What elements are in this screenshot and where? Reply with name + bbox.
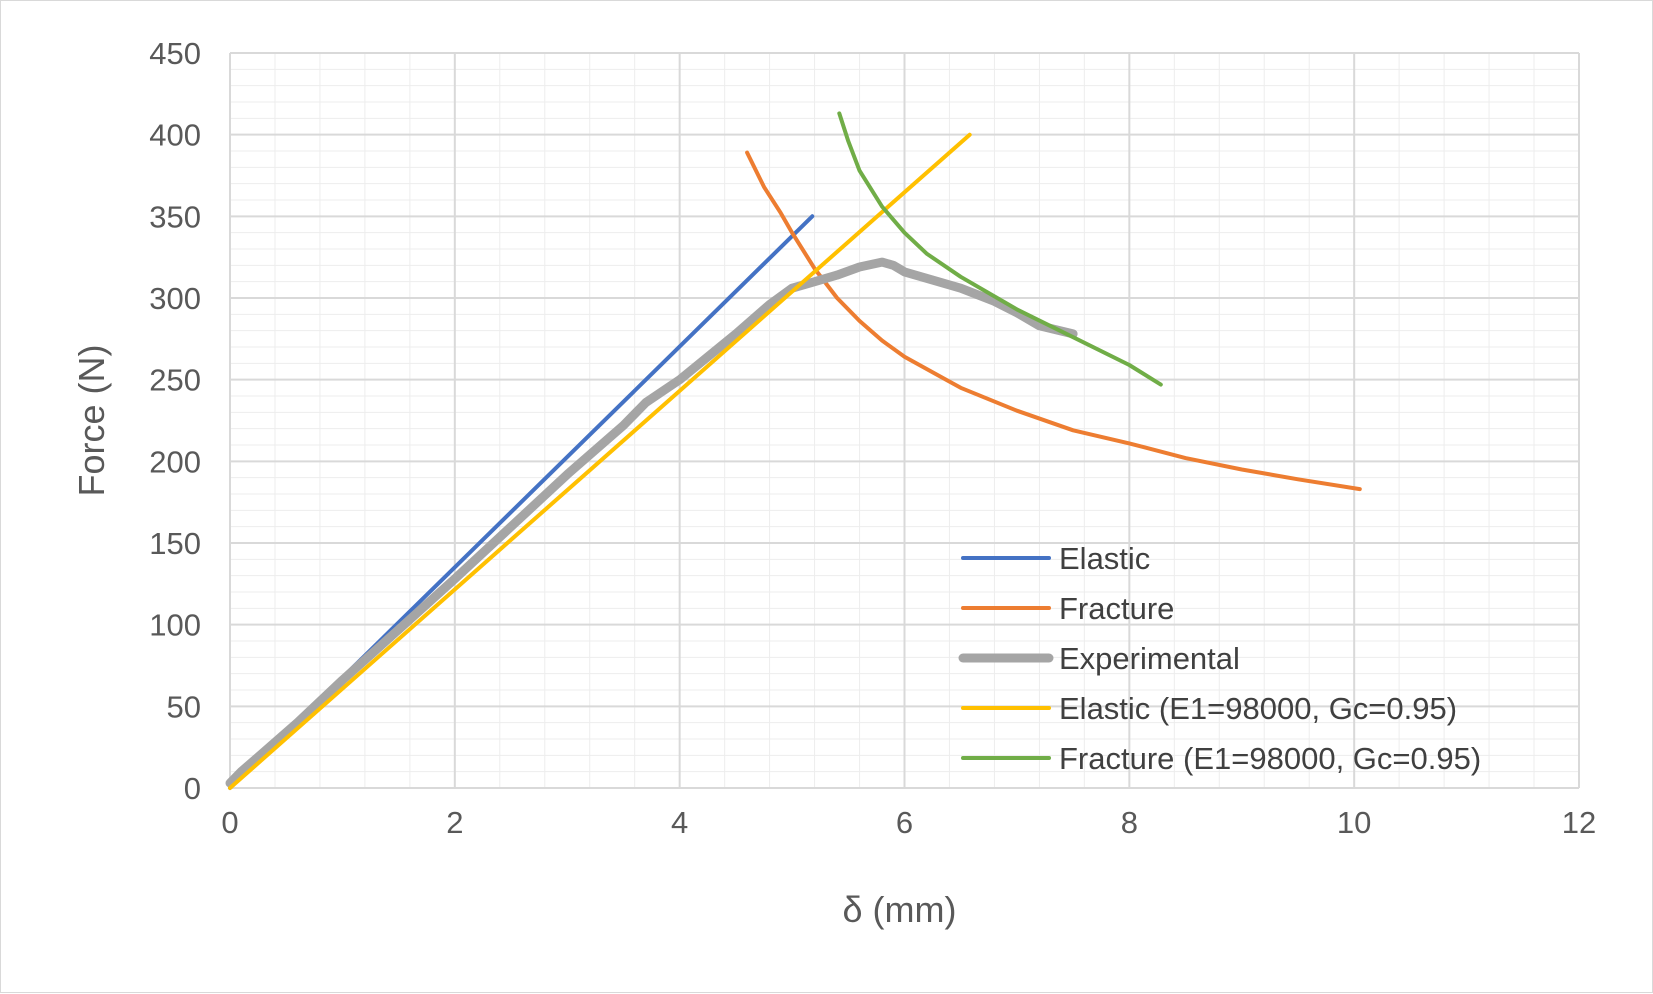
x-tick-label: 4 xyxy=(671,805,688,840)
y-tick-label: 200 xyxy=(149,444,201,479)
series-line-4 xyxy=(228,132,972,790)
y-tick-label: 50 xyxy=(167,689,201,724)
legend-label: Elastic xyxy=(1059,541,1150,576)
legend-label: Elastic (E1=98000, Gc=0.95) xyxy=(1059,691,1457,726)
x-tick-label: 2 xyxy=(446,805,463,840)
legend-label: Fracture xyxy=(1059,591,1174,626)
series-line-2 xyxy=(745,150,1362,492)
x-tick-label: 10 xyxy=(1337,805,1371,840)
y-tick-label: 400 xyxy=(149,118,201,153)
legend-label: Fracture (E1=98000, Gc=0.95) xyxy=(1059,741,1481,776)
series-line-5 xyxy=(837,111,1163,387)
tick-labels: 0 2 4 6 8 10 12 0 50 100 150 200 250 300 350 400 450 xyxy=(149,36,1596,840)
series-lines xyxy=(225,111,1362,790)
x-tick-label: 12 xyxy=(1562,805,1596,840)
y-axis-title: Force (N) xyxy=(71,345,112,497)
y-tick-label: 100 xyxy=(149,608,201,643)
x-tick-label: 6 xyxy=(896,805,913,840)
series-line-3 xyxy=(225,257,1078,788)
y-tick-label: 150 xyxy=(149,526,201,561)
x-axis-title: δ (mm) xyxy=(843,889,957,930)
legend-label: Experimental xyxy=(1059,641,1240,676)
y-tick-label: 300 xyxy=(149,281,201,316)
y-tick-label: 450 xyxy=(149,36,201,71)
x-tick-label: 8 xyxy=(1121,805,1138,840)
major-gridlines xyxy=(229,52,1580,789)
y-tick-label: 350 xyxy=(149,199,201,234)
y-tick-label: 0 xyxy=(184,771,201,806)
x-tick-label: 0 xyxy=(221,805,238,840)
legend: Elastic Fracture Experimental Elastic (E1=9… xyxy=(958,541,1481,776)
y-tick-label: 250 xyxy=(149,363,201,398)
